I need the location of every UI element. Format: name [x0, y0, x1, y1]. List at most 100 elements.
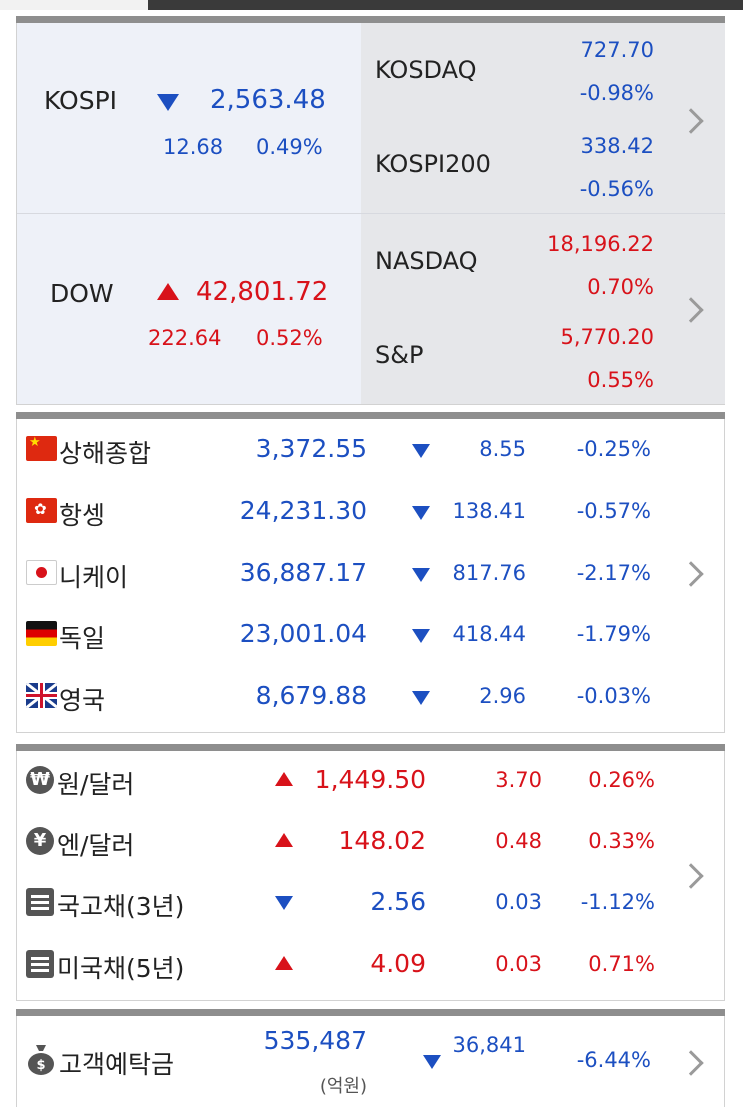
- world-row-name: 상해종합: [59, 439, 152, 468]
- world-row-change: 817.76: [452, 561, 526, 585]
- world-row-change: 8.55: [479, 437, 526, 461]
- down-arrow-icon: [412, 691, 430, 705]
- dow-value: 42,801.72: [196, 277, 329, 307]
- dow-block[interactable]: [17, 214, 361, 404]
- fx-row-change: 3.70: [495, 768, 542, 792]
- down-arrow-icon: [275, 896, 293, 910]
- world-row-price: 36,887.17: [239, 558, 367, 587]
- fx-row-percent: 0.33%: [588, 829, 655, 853]
- nasdaq-sp-block[interactable]: [361, 214, 725, 404]
- kospi-value: 2,563.48: [210, 85, 326, 115]
- fx-row-price: 1,449.50: [314, 765, 426, 794]
- yen-icon: ¥: [26, 827, 54, 855]
- fx-row-name: 미국채(5년): [57, 954, 185, 983]
- kospi200-percent: -0.56%: [579, 177, 654, 201]
- fx-row-change: 0.03: [495, 952, 542, 976]
- down-arrow-icon: [423, 1055, 441, 1069]
- row-divider: [17, 213, 724, 214]
- deposit-percent: -6.44%: [576, 1048, 651, 1072]
- down-arrow-icon: [412, 444, 430, 458]
- svg-text:$: $: [36, 1058, 45, 1073]
- up-arrow-icon: [275, 772, 293, 786]
- world-row-name: 항셍: [59, 501, 106, 530]
- world-row-price: 8,679.88: [255, 681, 367, 710]
- world-row-change: 138.41: [452, 499, 526, 523]
- kospi-change: 12.68: [163, 135, 224, 159]
- fx-row-name: 원/달러: [57, 770, 135, 799]
- up-arrow-icon: [157, 283, 179, 300]
- panel-top-border: [16, 744, 725, 751]
- fx-bond-panel[interactable]: ₩ 원/달러 1,449.50 3.70 0.26% ¥ 엔/달러 148.02…: [16, 744, 725, 1001]
- sp-percent: 0.55%: [587, 368, 654, 392]
- money-bag-icon: $: [28, 1045, 54, 1075]
- world-row-name: 니케이: [59, 563, 129, 592]
- world-row-percent: -0.57%: [576, 499, 651, 523]
- world-row-price: 23,001.04: [239, 619, 367, 648]
- chevron-right-icon[interactable]: [678, 1050, 704, 1076]
- kospi-label: KOSPI: [44, 86, 118, 115]
- dow-change: 222.64: [148, 326, 222, 350]
- panel-top-border: [16, 16, 725, 23]
- deposit-value: 535,487: [263, 1026, 367, 1055]
- down-arrow-icon: [412, 506, 430, 520]
- world-row-change: 2.96: [479, 684, 526, 708]
- chevron-right-icon[interactable]: [678, 863, 704, 889]
- kospi-percent: 0.49%: [256, 135, 323, 159]
- fx-row-name: 엔/달러: [57, 831, 135, 860]
- dow-label: DOW: [50, 279, 114, 308]
- hongkong-flag-icon: [26, 498, 57, 523]
- kosdaq-value: 727.70: [580, 38, 654, 62]
- deposit-label: 고객예탁금: [59, 1050, 175, 1079]
- down-arrow-icon: [412, 629, 430, 643]
- world-row-percent: -0.03%: [576, 684, 651, 708]
- fx-row-price: 148.02: [338, 826, 426, 855]
- world-row-change: 418.44: [452, 622, 526, 646]
- won-icon: ₩: [26, 766, 54, 794]
- fx-row-percent: -1.12%: [580, 890, 655, 914]
- world-row-percent: -2.17%: [576, 561, 651, 585]
- world-row-percent: -1.79%: [576, 622, 651, 646]
- nasdaq-percent: 0.70%: [587, 275, 654, 299]
- fx-row-percent: 0.71%: [588, 952, 655, 976]
- up-arrow-icon: [275, 833, 293, 847]
- kosdaq-label: KOSDAQ: [375, 56, 477, 84]
- fx-row-percent: 0.26%: [588, 768, 655, 792]
- active-tab[interactable]: [0, 0, 148, 10]
- customer-deposit-panel[interactable]: $ 고객예탁금 535,487 (억원) 36,841 -6.44%: [16, 1009, 725, 1107]
- world-row-price: 24,231.30: [239, 496, 367, 525]
- down-arrow-icon: [412, 568, 430, 582]
- fx-row-change: 0.48: [495, 829, 542, 853]
- fx-row-name: 국고채(3년): [57, 892, 185, 921]
- world-indices-panel[interactable]: 상해종합 3,372.55 8.55 -0.25% 항셍 24,231.30 1…: [16, 412, 725, 733]
- bond-list-icon: [26, 888, 54, 916]
- germany-flag-icon: [26, 621, 57, 646]
- nasdaq-label: NASDAQ: [375, 247, 478, 275]
- fx-row-price: 4.09: [370, 949, 426, 978]
- deposit-unit: (억원): [319, 1076, 367, 1097]
- world-row-name: 독일: [59, 624, 106, 653]
- panel-top-border: [16, 412, 725, 419]
- sp-value: 5,770.20: [560, 325, 654, 349]
- fx-row-change: 0.03: [495, 890, 542, 914]
- japan-flag-icon: [26, 560, 57, 585]
- down-arrow-icon: [157, 94, 179, 111]
- fx-row-price: 2.56: [370, 887, 426, 916]
- panel-top-border: [16, 1009, 725, 1016]
- uk-flag-icon: [26, 683, 57, 708]
- world-row-percent: -0.25%: [576, 437, 651, 461]
- kospi200-value: 338.42: [580, 134, 654, 158]
- china-flag-icon: [26, 436, 57, 461]
- kosdaq-percent: -0.98%: [579, 81, 654, 105]
- dow-percent: 0.52%: [256, 326, 323, 350]
- deposit-change: 36,841: [452, 1033, 526, 1057]
- kospi200-label: KOSPI200: [375, 150, 491, 178]
- sp-label: S&P: [375, 341, 424, 369]
- top-tab-bar: [0, 0, 743, 10]
- chevron-right-icon[interactable]: [678, 561, 704, 587]
- world-row-price: 3,372.55: [255, 434, 367, 463]
- kosdaq-kospi200-block[interactable]: [361, 23, 725, 213]
- major-indices-panel: KOSPI 2,563.48 12.68 0.49% KOSDAQ 727.70…: [16, 16, 725, 405]
- world-row-name: 영국: [59, 686, 106, 715]
- up-arrow-icon: [275, 956, 293, 970]
- kospi-block[interactable]: [17, 23, 361, 213]
